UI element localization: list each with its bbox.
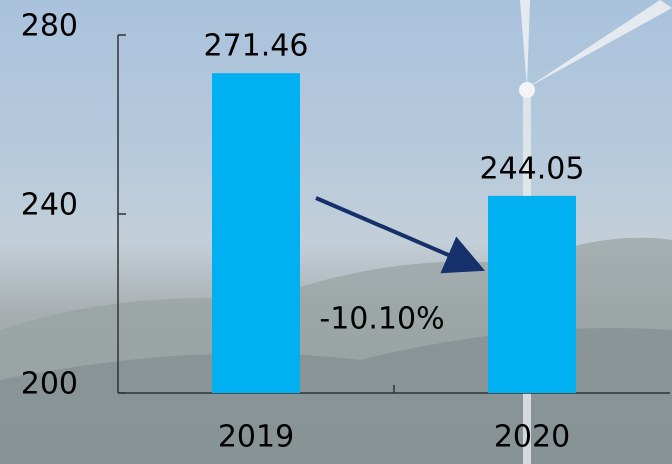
chart: 200 240 280 2019 271.46 2020 244.05 -10.10%: [0, 0, 672, 464]
trend-arrow: [316, 198, 474, 266]
screen: 200 240 280 2019 271.46 2020 244.05 -10.10%: [0, 0, 672, 464]
data-label: 244.05: [480, 151, 585, 186]
y-tick-label: 280: [21, 9, 78, 44]
bar: [488, 196, 576, 393]
x-tick-label: 2019: [218, 420, 294, 455]
data-label: 271.46: [204, 29, 309, 64]
x-tick-label: 2020: [494, 420, 570, 455]
change-annotation: -10.10%: [319, 302, 444, 337]
y-tick-label: 200: [21, 367, 78, 402]
bar: [212, 73, 300, 393]
y-tick-label: 240: [21, 188, 78, 223]
